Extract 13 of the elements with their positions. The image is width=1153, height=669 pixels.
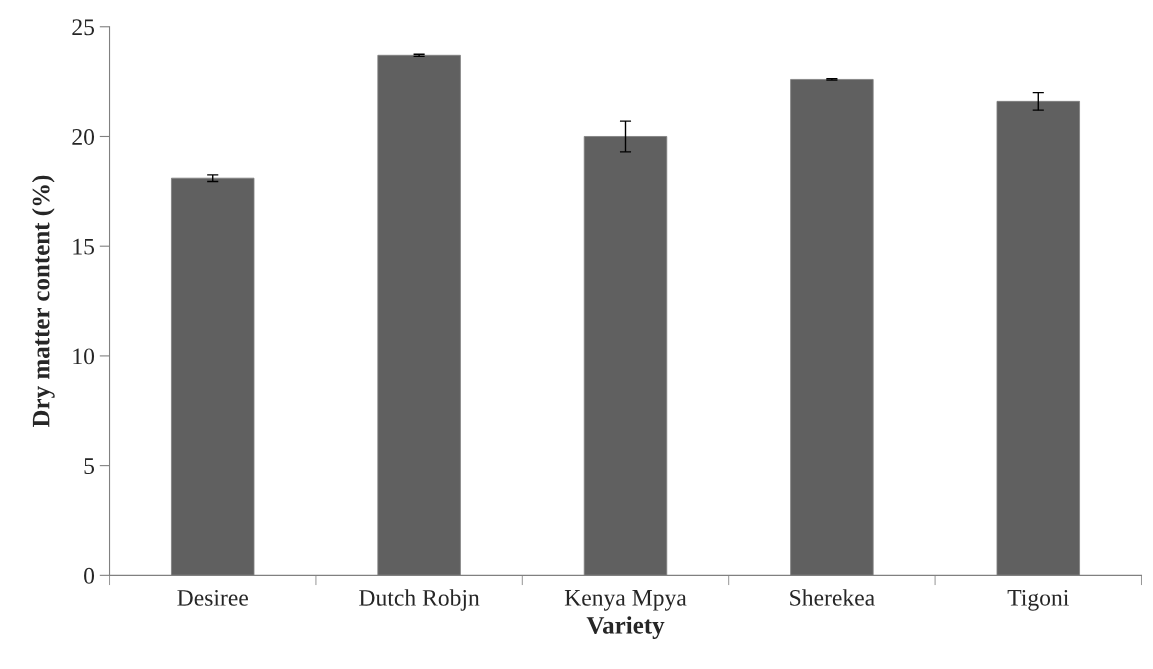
y-tick-label: 5 xyxy=(84,458,95,475)
y-tick-label: 0 xyxy=(84,567,95,584)
x-tick-label: Kenya Mpya xyxy=(564,590,687,611)
x-tick-label: Sherekea xyxy=(790,589,875,606)
y-tick-label: 25 xyxy=(72,19,95,36)
y-tick-label: 20 xyxy=(72,128,95,145)
x-tick-label: Desiree xyxy=(177,589,248,606)
x-tick-label: Tigoni xyxy=(1007,589,1069,611)
x-axis-title: Variety xyxy=(586,616,665,639)
y-axis-title: Dry matter content (%) xyxy=(31,175,55,428)
x-tick-label: Dutch Robjn xyxy=(359,589,480,611)
y-tick-label: 15 xyxy=(73,238,95,255)
y-tick-label: 10 xyxy=(73,348,95,365)
